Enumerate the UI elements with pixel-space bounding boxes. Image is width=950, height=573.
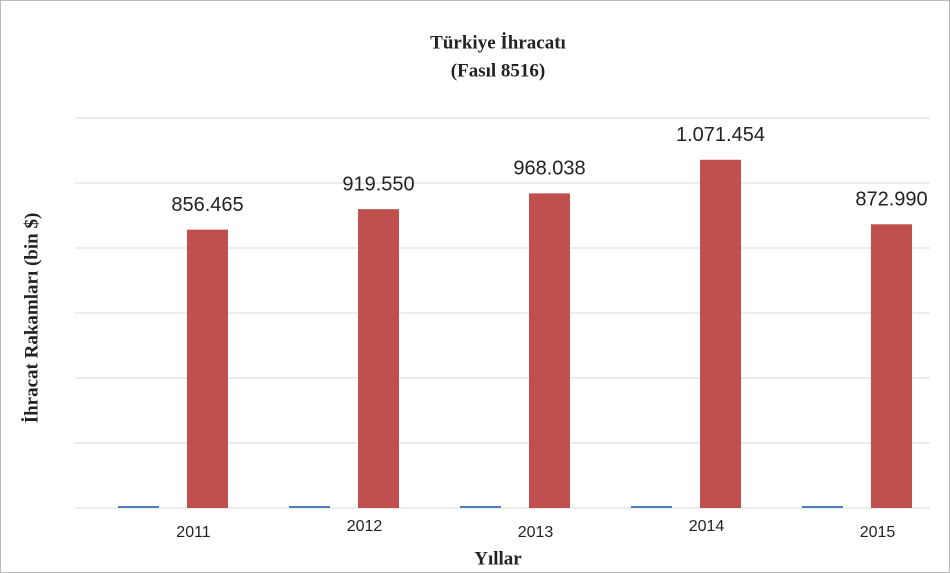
x-tick-label: 2013	[518, 524, 554, 541]
bar	[700, 159, 741, 508]
bar	[358, 209, 399, 509]
data-label: 919.550	[342, 173, 414, 195]
x-tick-label: 2014	[689, 518, 725, 535]
x-tick-label: 2012	[347, 518, 383, 535]
data-label: 1.071.454	[676, 124, 765, 146]
chart-subtitle: (Fasıl 8516)	[451, 60, 545, 81]
bar	[289, 506, 330, 508]
bar	[118, 506, 159, 508]
x-axis-label: Yıllar	[474, 548, 522, 569]
data-label: 968.038	[513, 158, 585, 180]
bar	[802, 506, 843, 508]
y-axis-label: İhracat Rakamları (bin $)	[21, 213, 42, 424]
bar	[871, 224, 912, 508]
bar	[529, 193, 570, 509]
bar	[460, 506, 501, 508]
x-tick-label: 2015	[860, 524, 896, 541]
x-tick-label: 2011	[176, 524, 211, 541]
data-label: 872.990	[855, 189, 927, 211]
data-label: 856.465	[171, 194, 243, 216]
bar	[631, 506, 672, 508]
chart-title: Türkiye İhracatı	[430, 32, 566, 53]
bar	[187, 229, 228, 509]
